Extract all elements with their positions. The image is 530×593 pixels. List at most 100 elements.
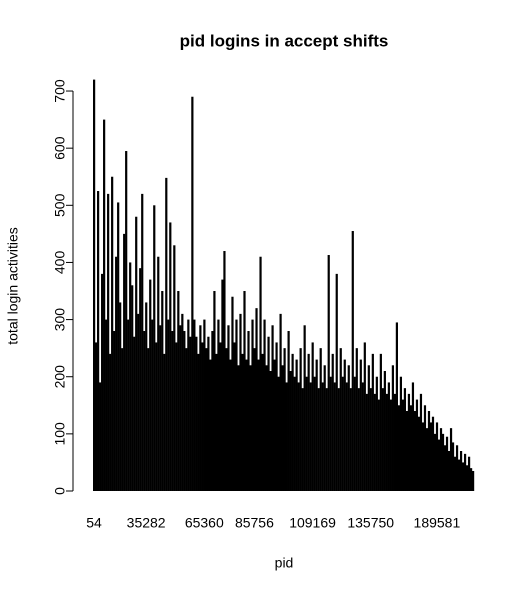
bar (97, 191, 100, 492)
bar (389, 399, 392, 491)
bar (469, 468, 473, 491)
bar (433, 433, 437, 491)
bar (273, 359, 276, 491)
bar (109, 353, 112, 491)
bar (367, 365, 370, 491)
bar (287, 331, 290, 491)
x-tick-label: 65360 (185, 515, 224, 531)
bar (137, 313, 140, 491)
bar (267, 336, 270, 491)
bar (331, 353, 334, 491)
y-tick-label: 300 (52, 308, 68, 332)
bar (215, 353, 218, 491)
bar (209, 359, 212, 491)
bar (443, 445, 447, 491)
bar (427, 411, 431, 491)
bar (205, 348, 208, 491)
bar (299, 348, 302, 491)
bar (201, 342, 204, 491)
bar (121, 348, 124, 491)
bar (279, 313, 282, 491)
bar (171, 331, 174, 491)
bar (113, 331, 116, 491)
bar (295, 359, 298, 491)
bar (307, 353, 310, 491)
bar (225, 348, 228, 491)
bar (431, 416, 435, 491)
bar (363, 342, 366, 491)
bar (117, 202, 120, 491)
bar (261, 353, 264, 491)
bar (365, 393, 368, 491)
bar (187, 319, 190, 491)
x-tick-label: 135750 (347, 515, 394, 531)
bar (377, 399, 380, 491)
bar (327, 255, 330, 491)
bar (227, 325, 230, 491)
bar (353, 376, 356, 491)
bar (409, 405, 413, 491)
bar (465, 465, 469, 491)
bar (343, 359, 346, 491)
bar (217, 319, 220, 491)
bar (133, 336, 136, 491)
bar (305, 376, 308, 491)
bar (107, 193, 110, 491)
bar (403, 388, 407, 491)
bar (425, 428, 429, 491)
bar (145, 302, 148, 491)
bar (325, 388, 328, 491)
bar (285, 382, 288, 491)
bar (355, 348, 358, 491)
bar (163, 353, 166, 491)
bar (315, 359, 318, 491)
bar (375, 376, 378, 491)
bar (447, 451, 451, 491)
bar (445, 436, 449, 491)
bar (257, 359, 260, 491)
bar (147, 348, 150, 491)
bar (413, 411, 417, 491)
bar (437, 439, 441, 491)
bar (167, 319, 170, 491)
bar (237, 365, 240, 491)
bar (457, 459, 461, 491)
bar (459, 451, 463, 491)
bar (221, 279, 224, 491)
bar (467, 456, 471, 491)
bar (241, 353, 244, 491)
bar (349, 388, 352, 491)
bar (161, 291, 164, 491)
bar (385, 393, 388, 491)
bar (211, 331, 214, 491)
x-tick-label: 109169 (289, 515, 336, 531)
bar (415, 399, 419, 491)
y-tick-label: 200 (52, 365, 68, 389)
bar (245, 359, 248, 491)
bar (159, 325, 162, 491)
bar (233, 342, 236, 491)
bar (139, 268, 142, 491)
bar (185, 348, 188, 491)
bar (165, 177, 168, 491)
bar (195, 336, 198, 491)
bar (329, 376, 332, 491)
bar (213, 291, 216, 491)
bar (321, 382, 324, 491)
bar (255, 308, 258, 491)
y-tick-label: 700 (52, 79, 68, 103)
x-tick-label: 54 (86, 515, 102, 531)
bar (229, 359, 232, 491)
bar (175, 342, 178, 491)
bar (401, 399, 405, 491)
bar (263, 319, 266, 491)
bar (253, 348, 256, 491)
bar (381, 388, 384, 491)
bar (337, 388, 340, 491)
bar (143, 331, 146, 491)
bar (127, 319, 130, 491)
bar (223, 251, 226, 491)
bar (323, 365, 326, 491)
bar (235, 319, 238, 491)
bar (275, 342, 278, 491)
